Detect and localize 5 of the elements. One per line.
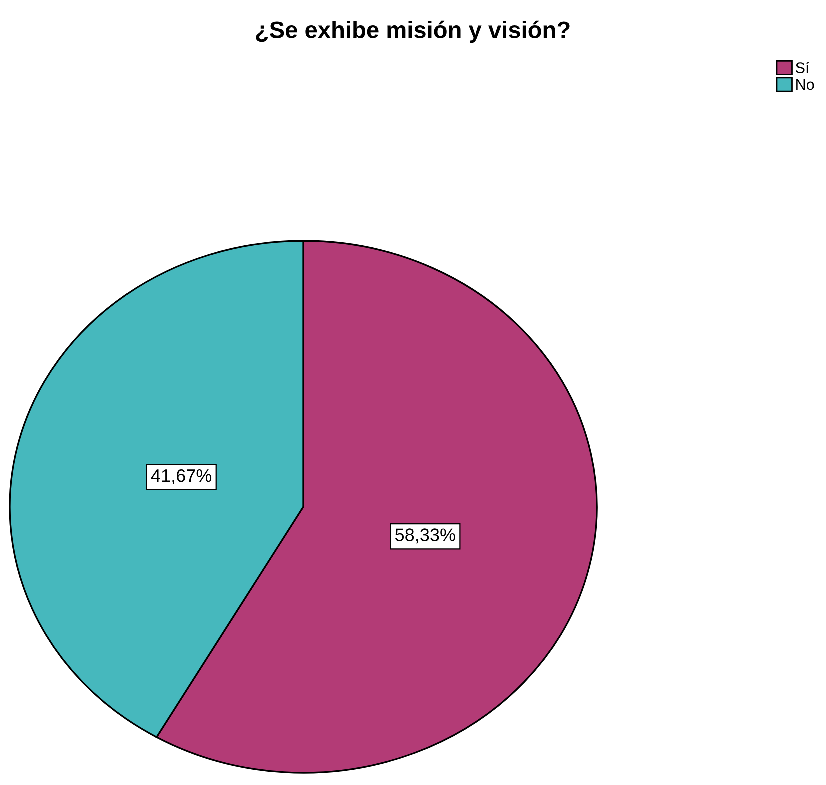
data-label: 58,33%: [396, 528, 456, 544]
legend-label: Sí: [796, 62, 810, 74]
data-label: 41,67%: [151, 469, 212, 484]
chart-title: ¿Se exhibe misión y visión?: [256, 20, 570, 44]
legend-label: No: [796, 79, 814, 90]
